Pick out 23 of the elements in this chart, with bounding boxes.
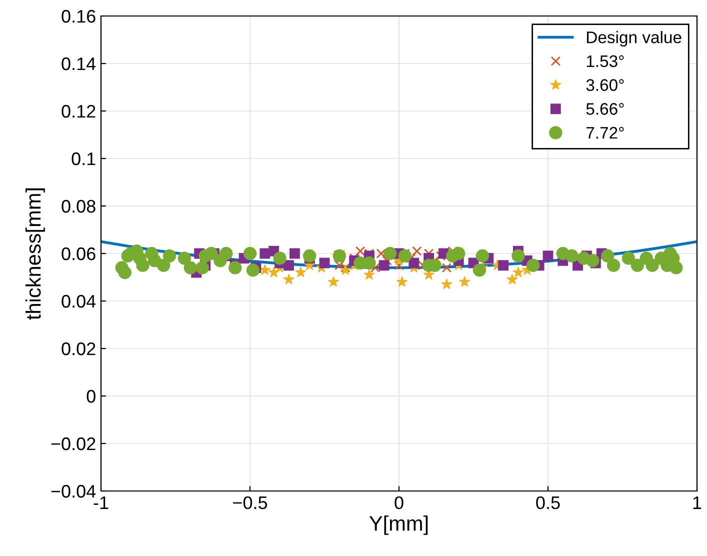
legend-label: 3.60° [586, 79, 624, 91]
y-tick-label: 0.14 [62, 57, 96, 70]
legend-label: 7.72° [586, 126, 624, 139]
y-tick-label: 0 [86, 390, 96, 403]
y-axis-title: thickness[mm] [25, 188, 45, 320]
y-tick-label: −0.02 [51, 437, 96, 450]
y-tick-label: 0.08 [62, 200, 96, 213]
y-tick-label: 0.06 [62, 247, 96, 260]
y-tick-label: 0.16 [62, 10, 96, 23]
x-tick-label: 1 [693, 496, 702, 509]
x-axis-title: Y[mm] [369, 515, 428, 535]
legend-label: Design value [587, 31, 682, 47]
y-tick-label: 0.04 [62, 294, 96, 308]
legend-label: 5.66° [586, 103, 624, 115]
y-tick-label: 0.02 [62, 342, 96, 356]
legend-label: 1.53° [586, 55, 624, 68]
y-tick-label: 0.1 [72, 152, 96, 166]
x-tick-label: 0.5 [536, 496, 560, 510]
x-tick-label: -1 [94, 496, 108, 509]
y-tick-label: −0.04 [51, 484, 96, 498]
x-tick-label: −0.5 [233, 496, 268, 510]
x-tick-label: 0 [394, 496, 404, 510]
y-tick-label: 0.12 [62, 104, 96, 118]
